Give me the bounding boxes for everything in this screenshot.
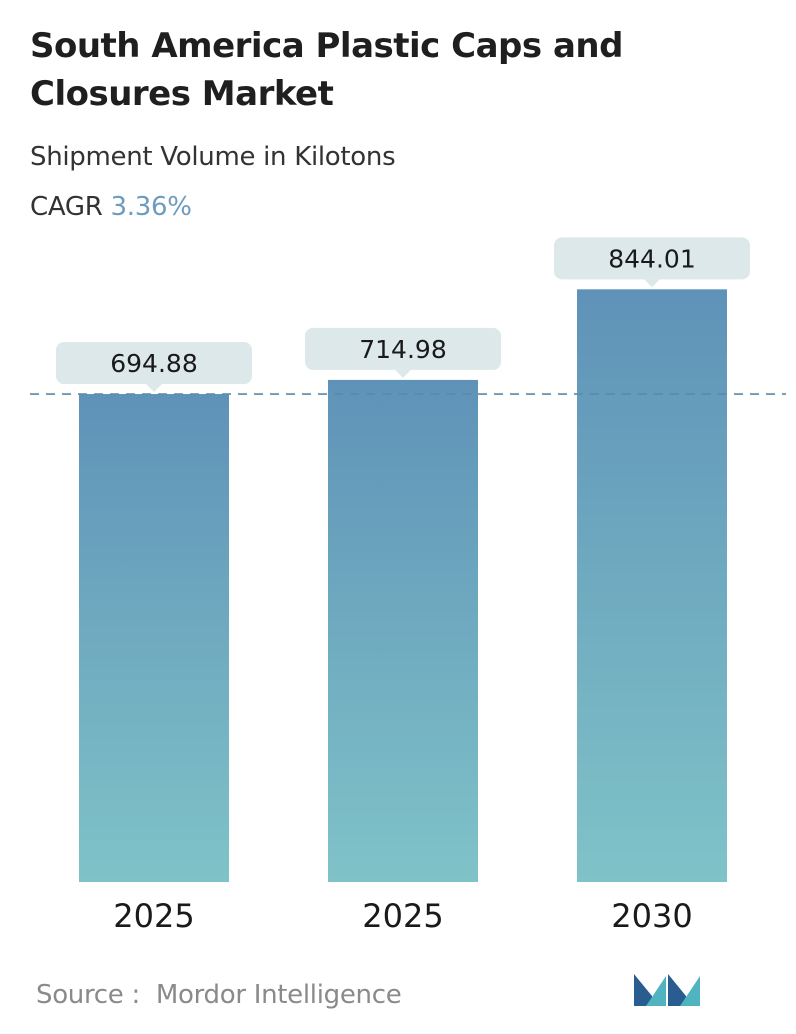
data-label-callout-2: 714.98	[305, 327, 501, 378]
bars-layer	[79, 289, 727, 883]
bar-chart: 694.88 2025 714.98 2025 844.01 2030	[30, 237, 786, 935]
bar-2	[328, 379, 478, 882]
cagr-line: CAGR 3.36%	[30, 190, 192, 224]
chart-subtitle: Shipment Volume in Kilotons	[30, 142, 396, 172]
cagr-value: 3.36%	[110, 192, 192, 222]
data-label-2: 714.98	[359, 335, 446, 364]
cagr-label: CAGR	[30, 192, 103, 222]
data-label-callout-3: 844.01	[554, 237, 750, 288]
x-tick-label-1: 2025	[113, 897, 194, 935]
data-label-3: 844.01	[608, 244, 695, 273]
bar-3	[577, 289, 727, 883]
source-label: Source :	[36, 980, 140, 1010]
labels-layer: 694.88 2025 714.98 2025 844.01 2030	[56, 237, 750, 935]
data-label-callout-1: 694.88	[56, 342, 252, 393]
source-credit: Source : Mordor Intelligence	[36, 978, 402, 1012]
data-label-1: 694.88	[110, 349, 197, 378]
bar-1	[79, 394, 229, 882]
mordor-intelligence-logo-icon	[634, 974, 700, 1006]
source-name: Mordor Intelligence	[155, 980, 402, 1010]
chart-title: South America Plastic Caps and Closures …	[30, 26, 623, 114]
x-tick-label-3: 2030	[611, 897, 692, 935]
x-tick-label-2: 2025	[362, 897, 443, 935]
